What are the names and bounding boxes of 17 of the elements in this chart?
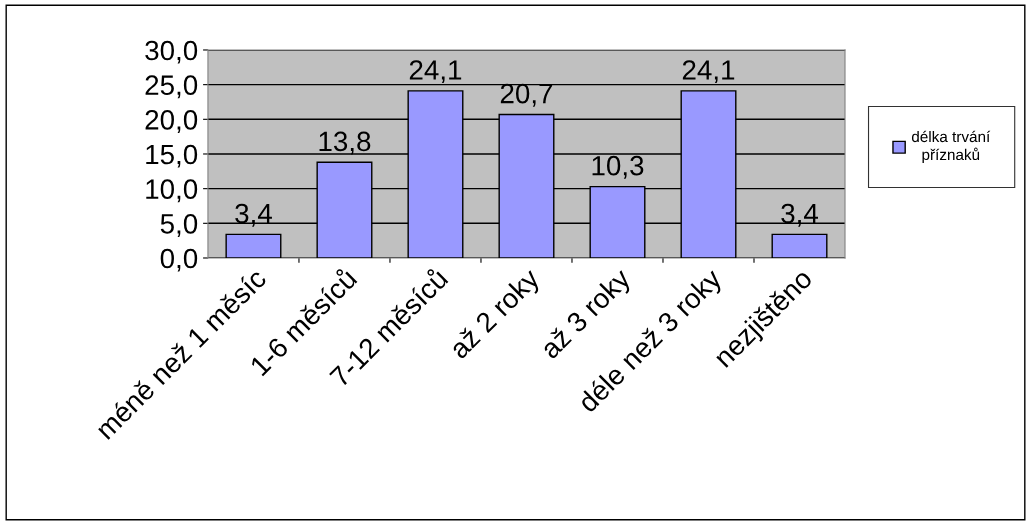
y-tick-label: 0,0 bbox=[160, 248, 198, 272]
data-label: 3,4 bbox=[235, 203, 272, 227]
x-tick-label: až 2 roky bbox=[447, 266, 545, 364]
bar bbox=[771, 233, 828, 258]
y-tick-label: 10,0 bbox=[146, 179, 198, 203]
data-label: 10,3 bbox=[592, 155, 644, 179]
data-label: 24,1 bbox=[409, 60, 462, 84]
data-label: 13,8 bbox=[319, 131, 371, 155]
y-tick-label: 30,0 bbox=[145, 40, 198, 64]
y-tick-label: 5,0 bbox=[160, 213, 198, 237]
y-tick-label: 25,0 bbox=[145, 75, 198, 99]
legend-label: délka trvání příznaků bbox=[911, 130, 991, 164]
y-tick-label: 15,0 bbox=[146, 144, 198, 168]
bar bbox=[225, 233, 282, 258]
data-label: 24,1 bbox=[682, 60, 735, 84]
data-label: 3,4 bbox=[781, 203, 818, 227]
y-tick-label: 20,0 bbox=[145, 109, 198, 133]
